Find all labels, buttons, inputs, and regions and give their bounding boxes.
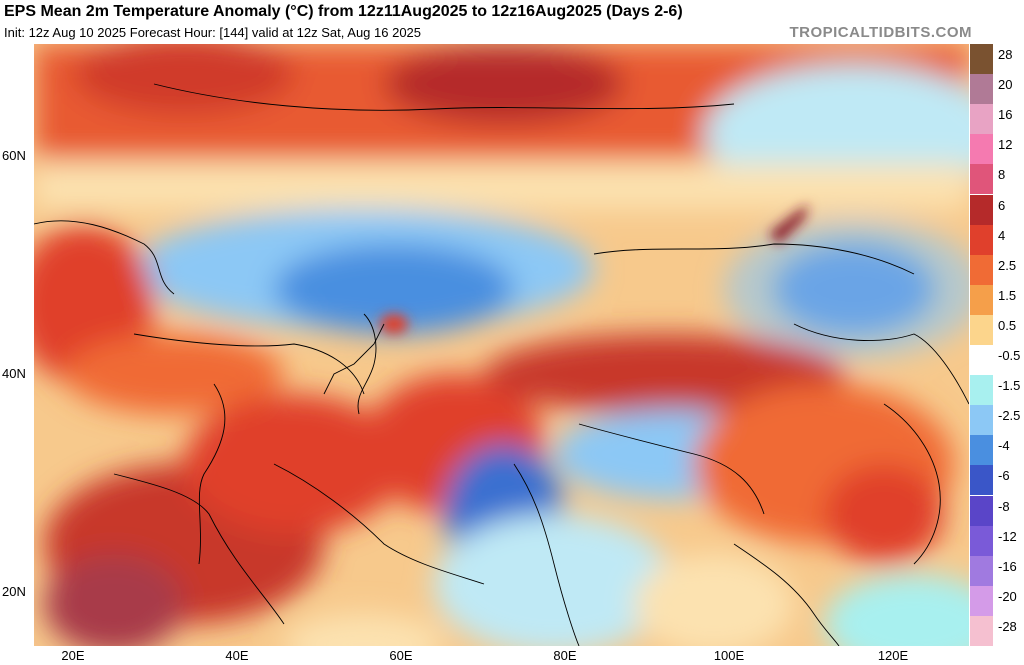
colorbar-step: -8 (970, 495, 1024, 526)
colorbar-label: 2.5 (998, 257, 1017, 273)
colorbar-step: 8 (970, 164, 1024, 195)
colorbar-step: 6 (970, 194, 1024, 225)
lon-label-60e: 60E (389, 648, 413, 663)
colorbar-swatch (970, 314, 993, 345)
brand-watermark: TROPICALTIDBITS.COM (789, 24, 972, 41)
colorbar-swatch (970, 555, 993, 586)
colorbar-step: 1.5 (970, 284, 1024, 315)
region-ocean-cool (824, 574, 969, 646)
colorbar-step: -12 (970, 525, 1024, 556)
colorbar-step: -0.5 (970, 345, 1024, 376)
lon-label-40e: 40E (225, 648, 249, 663)
colorbar-label: 28 (998, 47, 1013, 62)
colorbar-swatch (970, 375, 993, 406)
colorbar-label: 8 (998, 167, 1006, 183)
colorbar-swatch (970, 254, 993, 285)
colorbar-step: 20 (970, 74, 1024, 105)
colorbar-step: 12 (970, 134, 1024, 165)
colorbar-swatch (970, 44, 993, 75)
colorbar-swatch (970, 284, 993, 315)
lon-label-100e: 100E (713, 648, 745, 663)
colorbar-label: -2.5 (998, 408, 1021, 424)
colorbar-step: -16 (970, 555, 1024, 586)
colorbar-step: 4 (970, 224, 1024, 255)
colorbar-swatch (970, 405, 993, 436)
map-subtitle: Init: 12z Aug 10 2025 Forecast Hour: [14… (4, 25, 422, 40)
colorbar-swatch (970, 345, 993, 376)
colorbar-label: 1.5 (998, 287, 1017, 303)
colorbar-swatch (970, 164, 993, 195)
colorbar-swatch (970, 134, 993, 165)
colorbar-swatch (970, 104, 993, 135)
colorbar-swatch (970, 194, 993, 225)
lat-label-40n: 40N (2, 366, 26, 381)
colorbar-label: 6 (998, 197, 1006, 213)
colorbar-label: -16 (998, 558, 1017, 574)
colorbar-legend: 28 20 16 12 8 6 4 2.5 1.5 0.5 -0.5 -1.5 -2.5 -4 -6 -8 -1… (970, 44, 1024, 646)
lon-label-120e: 120E (877, 648, 909, 663)
colorbar-step: -6 (970, 465, 1024, 496)
colorbar-label: -6 (998, 468, 1010, 484)
colorbar-swatch (970, 615, 993, 646)
colorbar-swatch (970, 465, 993, 496)
lat-label-20n: 20N (2, 584, 26, 599)
colorbar-label: 16 (998, 107, 1013, 123)
anomaly-map (34, 44, 969, 646)
lon-label-20e: 20E (61, 648, 85, 663)
colorbar-label: 20 (998, 77, 1013, 93)
colorbar-step: 0.5 (970, 314, 1024, 345)
colorbar-label: -28 (998, 618, 1017, 634)
colorbar-step: 2.5 (970, 254, 1024, 285)
colorbar-label: -1.5 (998, 378, 1021, 394)
colorbar-label: 12 (998, 137, 1013, 153)
colorbar-label: -12 (998, 528, 1017, 544)
colorbar-label: -20 (998, 588, 1017, 604)
region-siberia-strong-warm (384, 44, 624, 124)
map-title: EPS Mean 2m Temperature Anomaly (°C) fro… (4, 3, 683, 20)
colorbar-swatch (970, 435, 993, 466)
colorbar-step: -28 (970, 615, 1024, 646)
colorbar-step: -1.5 (970, 375, 1024, 406)
colorbar-step: 16 (970, 104, 1024, 135)
colorbar-step: 28 (970, 44, 1024, 75)
colorbar-label: -8 (998, 498, 1010, 514)
colorbar-swatch (970, 525, 993, 556)
colorbar-step: -20 (970, 585, 1024, 616)
lat-label-60n: 60N (2, 148, 26, 163)
colorbar-step: -4 (970, 435, 1024, 466)
colorbar-swatch (970, 495, 993, 526)
colorbar-label: -0.5 (998, 348, 1021, 363)
lon-label-80e: 80E (553, 648, 577, 663)
colorbar-label: 0.5 (998, 317, 1017, 333)
colorbar-label: -4 (998, 438, 1010, 454)
colorbar-step: -2.5 (970, 405, 1024, 436)
colorbar-label: 4 (998, 227, 1006, 243)
colorbar-swatch (970, 585, 993, 616)
colorbar-swatch (970, 74, 993, 105)
colorbar-swatch (970, 224, 993, 255)
